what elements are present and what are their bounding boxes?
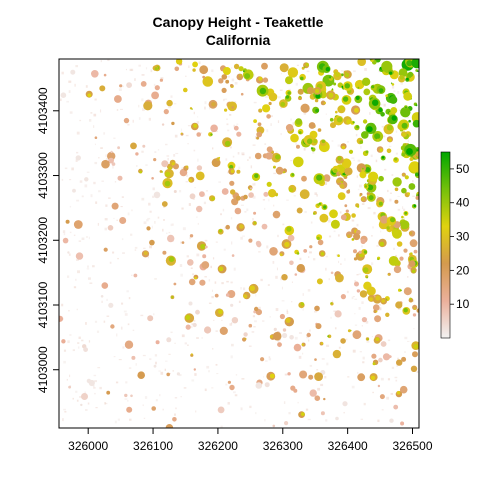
colorbar-tick-label: 30 (456, 230, 470, 244)
canopy-raster (59, 59, 419, 428)
plot-frame (58, 58, 420, 429)
x-tick-label: 326000 (68, 439, 108, 453)
chart-subtitle: California (206, 32, 271, 48)
chart-title: Canopy Height - Teakettle (153, 14, 324, 30)
y-tick-label: 4103100 (36, 281, 50, 328)
y-tick-label: 4103200 (36, 217, 50, 264)
x-tick-label: 326100 (133, 439, 173, 453)
y-tick-label: 4103400 (36, 87, 50, 134)
colorbar-tick-label: 50 (456, 162, 470, 176)
x-tick-label: 326500 (392, 439, 432, 453)
colorbar-fill (440, 151, 451, 339)
colorbar-tick-label: 20 (456, 263, 470, 277)
y-tick-label: 4103000 (36, 346, 50, 393)
x-tick-label: 326200 (198, 439, 238, 453)
y-axis: 4103000 4103100 4103200 4103300 4103400 (36, 87, 59, 393)
y-tick-label: 4103300 (36, 152, 50, 199)
colorbar-legend: 10 20 30 40 50 (440, 151, 470, 339)
x-tick-label: 326300 (263, 439, 303, 453)
colorbar-ticks: 10 20 30 40 50 (450, 162, 470, 311)
x-tick-label: 326400 (328, 439, 368, 453)
colorbar-tick-label: 40 (456, 196, 470, 210)
x-axis: 326000 326100 326200 326300 326400 326500 (68, 428, 433, 453)
colorbar-tick-label: 10 (456, 297, 470, 311)
